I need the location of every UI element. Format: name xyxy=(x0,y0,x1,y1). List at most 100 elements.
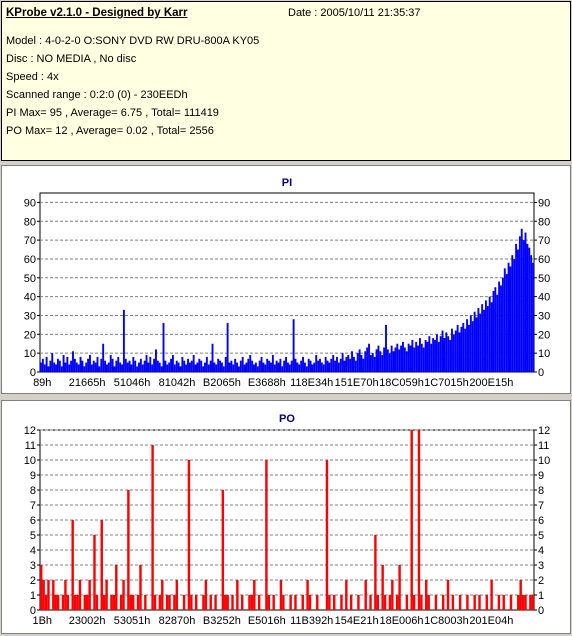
data-bar xyxy=(68,364,71,372)
x-tick-label: 18E006h xyxy=(379,615,423,627)
data-bar xyxy=(368,343,370,372)
data-bar xyxy=(288,364,291,372)
data-bar xyxy=(530,255,533,372)
data-bar xyxy=(464,328,467,372)
data-bar xyxy=(64,362,67,372)
data-bar xyxy=(339,358,342,372)
data-bar xyxy=(481,304,484,372)
data-bar xyxy=(145,355,148,372)
y-tick-label-right: 9 xyxy=(538,470,544,482)
app-title: KProbe v2.1.0 - Designed by Karr xyxy=(6,7,188,19)
data-bar xyxy=(407,343,410,372)
data-bar xyxy=(115,565,118,610)
data-bar xyxy=(413,347,416,372)
data-bar xyxy=(505,274,508,372)
data-bar xyxy=(256,366,259,372)
data-bar xyxy=(132,356,135,372)
data-bar xyxy=(468,324,470,372)
data-bar xyxy=(287,362,289,372)
data-bar xyxy=(301,595,304,610)
data-bar xyxy=(202,595,205,610)
data-bar xyxy=(298,364,301,372)
data-bar xyxy=(469,315,472,372)
data-bar xyxy=(141,364,144,372)
data-bar xyxy=(177,362,180,372)
data-bar xyxy=(214,595,217,610)
data-bar xyxy=(241,356,244,372)
data-bar xyxy=(325,460,329,610)
data-bar xyxy=(173,595,176,610)
y-tick-label-right: 30 xyxy=(538,310,550,322)
data-bar xyxy=(230,360,233,372)
data-bar xyxy=(257,595,261,610)
data-bar xyxy=(192,355,195,372)
data-bar xyxy=(52,580,55,610)
data-bar xyxy=(471,321,474,372)
data-bar xyxy=(129,595,133,610)
data-bar xyxy=(105,580,108,610)
x-tick-label: 1C7015h xyxy=(424,377,469,389)
y-tick-label-right: 20 xyxy=(538,329,550,341)
data-bar xyxy=(209,360,212,372)
data-bar xyxy=(54,595,57,610)
y-tick-label-left: 4 xyxy=(30,545,36,557)
data-bar xyxy=(130,364,133,372)
data-bar xyxy=(44,595,48,610)
data-bar xyxy=(369,595,372,610)
data-bar xyxy=(417,345,419,372)
data-bar xyxy=(352,356,355,372)
data-bar xyxy=(122,309,125,372)
chart-title: PO xyxy=(279,413,295,425)
data-bar xyxy=(420,595,423,610)
data-bar xyxy=(213,362,216,372)
data-bar xyxy=(490,580,493,610)
data-bar xyxy=(347,355,350,372)
y-tick-label-left: 70 xyxy=(24,235,36,247)
data-bar xyxy=(524,232,527,372)
x-tick-label: 53051h xyxy=(114,615,151,627)
data-bar xyxy=(161,580,164,610)
data-bar xyxy=(498,281,501,372)
data-bar xyxy=(328,362,331,372)
data-bar xyxy=(171,355,174,372)
y-tick-label-right: 0 xyxy=(538,367,544,379)
data-bar xyxy=(226,595,229,610)
data-bar xyxy=(234,358,237,372)
data-bar xyxy=(315,355,318,372)
y-tick-label-left: 0 xyxy=(30,367,36,379)
data-bar xyxy=(111,358,114,372)
y-tick-label-left: 2 xyxy=(30,575,36,587)
data-bar xyxy=(136,366,139,372)
x-tick-label: B2065h xyxy=(203,377,241,389)
data-bar xyxy=(529,595,532,610)
x-tick-label: 21665h xyxy=(69,377,106,389)
data-bar xyxy=(153,595,157,610)
data-bar xyxy=(503,268,506,372)
data-bar xyxy=(356,353,359,372)
data-bar xyxy=(364,580,367,610)
data-bar xyxy=(285,356,287,372)
data-bar xyxy=(102,343,105,372)
y-tick-label-left: 90 xyxy=(24,197,36,209)
data-bar xyxy=(319,358,321,372)
data-bar xyxy=(415,341,418,372)
data-bar xyxy=(277,362,280,372)
data-bar xyxy=(357,595,360,610)
data-bar xyxy=(121,364,123,372)
data-bar xyxy=(351,351,353,372)
data-bar xyxy=(226,323,229,372)
data-bar xyxy=(300,360,303,372)
data-bar xyxy=(345,580,348,610)
data-bar xyxy=(292,319,295,372)
data-bar xyxy=(221,362,223,372)
data-bar xyxy=(282,595,285,610)
data-bar xyxy=(139,565,142,610)
data-bar xyxy=(403,347,406,372)
data-bar xyxy=(222,366,225,372)
data-bar xyxy=(502,595,505,610)
data-bar xyxy=(522,240,525,372)
data-bar xyxy=(412,595,416,610)
data-bar xyxy=(466,319,469,372)
data-bar xyxy=(56,595,60,610)
data-bar xyxy=(43,364,46,372)
